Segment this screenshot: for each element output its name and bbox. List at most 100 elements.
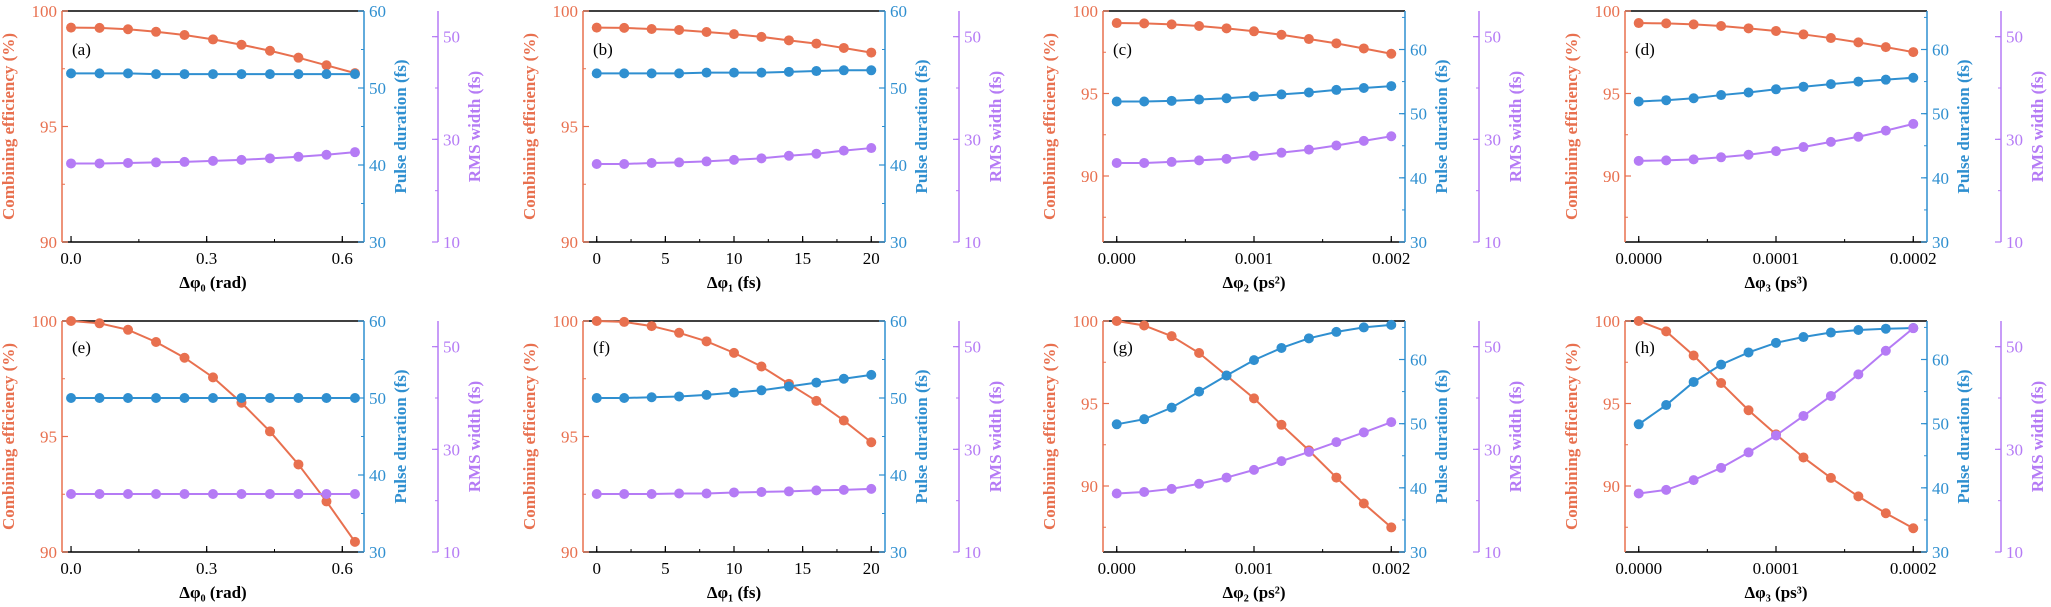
rms-point (838, 484, 849, 495)
pulse-point (349, 393, 360, 403)
pulse-point (321, 393, 332, 403)
rms-point (66, 158, 77, 169)
pulse-axis-title: Pulse duration (fs) (1954, 59, 1973, 193)
pulse-tick-label: 30 (369, 233, 386, 252)
rms-point (179, 488, 190, 499)
efficiency-point (811, 38, 822, 49)
pulse-point (1825, 327, 1836, 338)
efficiency-point (591, 22, 602, 33)
pulse-point (646, 68, 657, 79)
rms-tick-label: 50 (443, 28, 460, 47)
efficiency-point (1771, 25, 1781, 36)
rms-tick-label: 10 (1484, 543, 1501, 562)
panel-label: (a) (72, 40, 91, 59)
rms-point (838, 145, 849, 156)
rms-point (1798, 410, 1809, 421)
pulse-point (1853, 324, 1864, 335)
pulse-axis-title: Pulse duration (fs) (912, 59, 931, 193)
efficiency-point (208, 372, 218, 383)
pulse-point (591, 393, 602, 403)
pulse-point (1880, 74, 1891, 85)
efficiency-point (1221, 23, 1232, 34)
efficiency-axis-title: Combining efficiency (%) (1040, 33, 1059, 220)
efficiency-point (349, 536, 360, 547)
pulse-tick-label: 40 (1932, 169, 1949, 188)
efficiency-point (1358, 43, 1369, 54)
efficiency-tick-label: 90 (40, 233, 57, 252)
pulse-tick-label: 60 (1410, 41, 1427, 60)
x-tick-label: 0.002 (1372, 559, 1410, 578)
panel-label: (e) (72, 338, 91, 357)
x-tick-label: 20 (863, 249, 880, 268)
rms-point (729, 154, 739, 165)
efficiency-point (1743, 405, 1754, 416)
pulse-axis-title: Pulse duration (fs) (1432, 369, 1451, 503)
rms-point (1743, 447, 1754, 458)
pulse-point (1303, 87, 1314, 98)
x-axis-title: Δφ₀ (rad) (179, 583, 246, 602)
panel-d: 0.0000 0.0001 0.0002 Δφ₃ (ps³) 90 95 100 Combin… (1562, 2, 2047, 292)
pulse-tick-label: 40 (369, 156, 386, 175)
x-tick-label: 0.000 (1098, 249, 1136, 268)
efficiency-tick-label: 90 (1081, 167, 1098, 186)
pulse-point (729, 67, 739, 78)
rms-point (293, 151, 304, 162)
rms-point (619, 158, 630, 169)
efficiency-point (866, 47, 877, 58)
rms-axis-title: RMS width (fs) (986, 381, 1005, 492)
efficiency-line (1638, 320, 1914, 530)
efficiency-point (66, 22, 77, 33)
pulse-point (1825, 79, 1836, 90)
rms-point (646, 488, 657, 499)
rms-point (123, 157, 134, 168)
rms-point (151, 157, 162, 168)
efficiency-point (179, 30, 190, 41)
rms-point (619, 488, 630, 499)
pulse-point (1798, 81, 1809, 92)
efficiency-tick-label: 100 (1073, 312, 1099, 331)
efficiency-point (756, 361, 767, 372)
rms-point (1166, 156, 1177, 167)
efficiency-point (1386, 522, 1397, 533)
rms-axis-title: RMS width (fs) (1506, 381, 1525, 492)
rms-point (321, 149, 332, 160)
pulse-point (1688, 93, 1699, 104)
rms-point (236, 488, 247, 499)
pulse-point (94, 393, 105, 403)
pulse-point (94, 68, 105, 79)
pulse-axis-title: Pulse duration (fs) (912, 369, 931, 503)
panel-e: 0.0 0.3 0.6 Δφ₀ (rad) 90 95 100 Combining effic… (0, 312, 484, 602)
pulse-point (1743, 87, 1754, 98)
efficiency-tick-label: 100 (553, 2, 579, 21)
efficiency-point (838, 42, 849, 53)
efficiency-tick-label: 100 (553, 312, 579, 331)
efficiency-point (123, 324, 134, 335)
rms-point (1798, 142, 1809, 153)
panel-label: (f) (593, 338, 610, 357)
rms-point (1303, 446, 1314, 457)
pulse-point (1688, 376, 1699, 387)
pulse-tick-label: 40 (890, 466, 907, 485)
rms-axis-title: RMS width (fs) (986, 71, 1005, 182)
rms-point (1386, 417, 1397, 428)
efficiency-axis-title: Combining efficiency (%) (1040, 343, 1059, 530)
rms-point (1825, 390, 1836, 401)
efficiency-tick-label: 95 (1603, 395, 1620, 414)
efficiency-point (321, 496, 332, 507)
x-tick-label: 0.3 (196, 249, 217, 268)
efficiency-point (1661, 18, 1672, 29)
x-tick-label: 0.002 (1372, 249, 1410, 268)
rms-point (1688, 154, 1699, 165)
efficiency-point (701, 336, 712, 347)
pulse-point (1798, 332, 1809, 343)
pulse-tick-label: 40 (1410, 479, 1427, 498)
x-tick-label: 5 (661, 559, 670, 578)
pulse-point (1771, 337, 1781, 348)
pulse-point (1633, 419, 1644, 430)
rms-point (1166, 483, 1177, 494)
rms-axis-title: RMS width (fs) (465, 71, 484, 182)
pulse-point (1358, 83, 1369, 93)
efficiency-point (1111, 316, 1122, 326)
rms-point (1771, 430, 1781, 441)
panel-label: (b) (593, 40, 613, 59)
